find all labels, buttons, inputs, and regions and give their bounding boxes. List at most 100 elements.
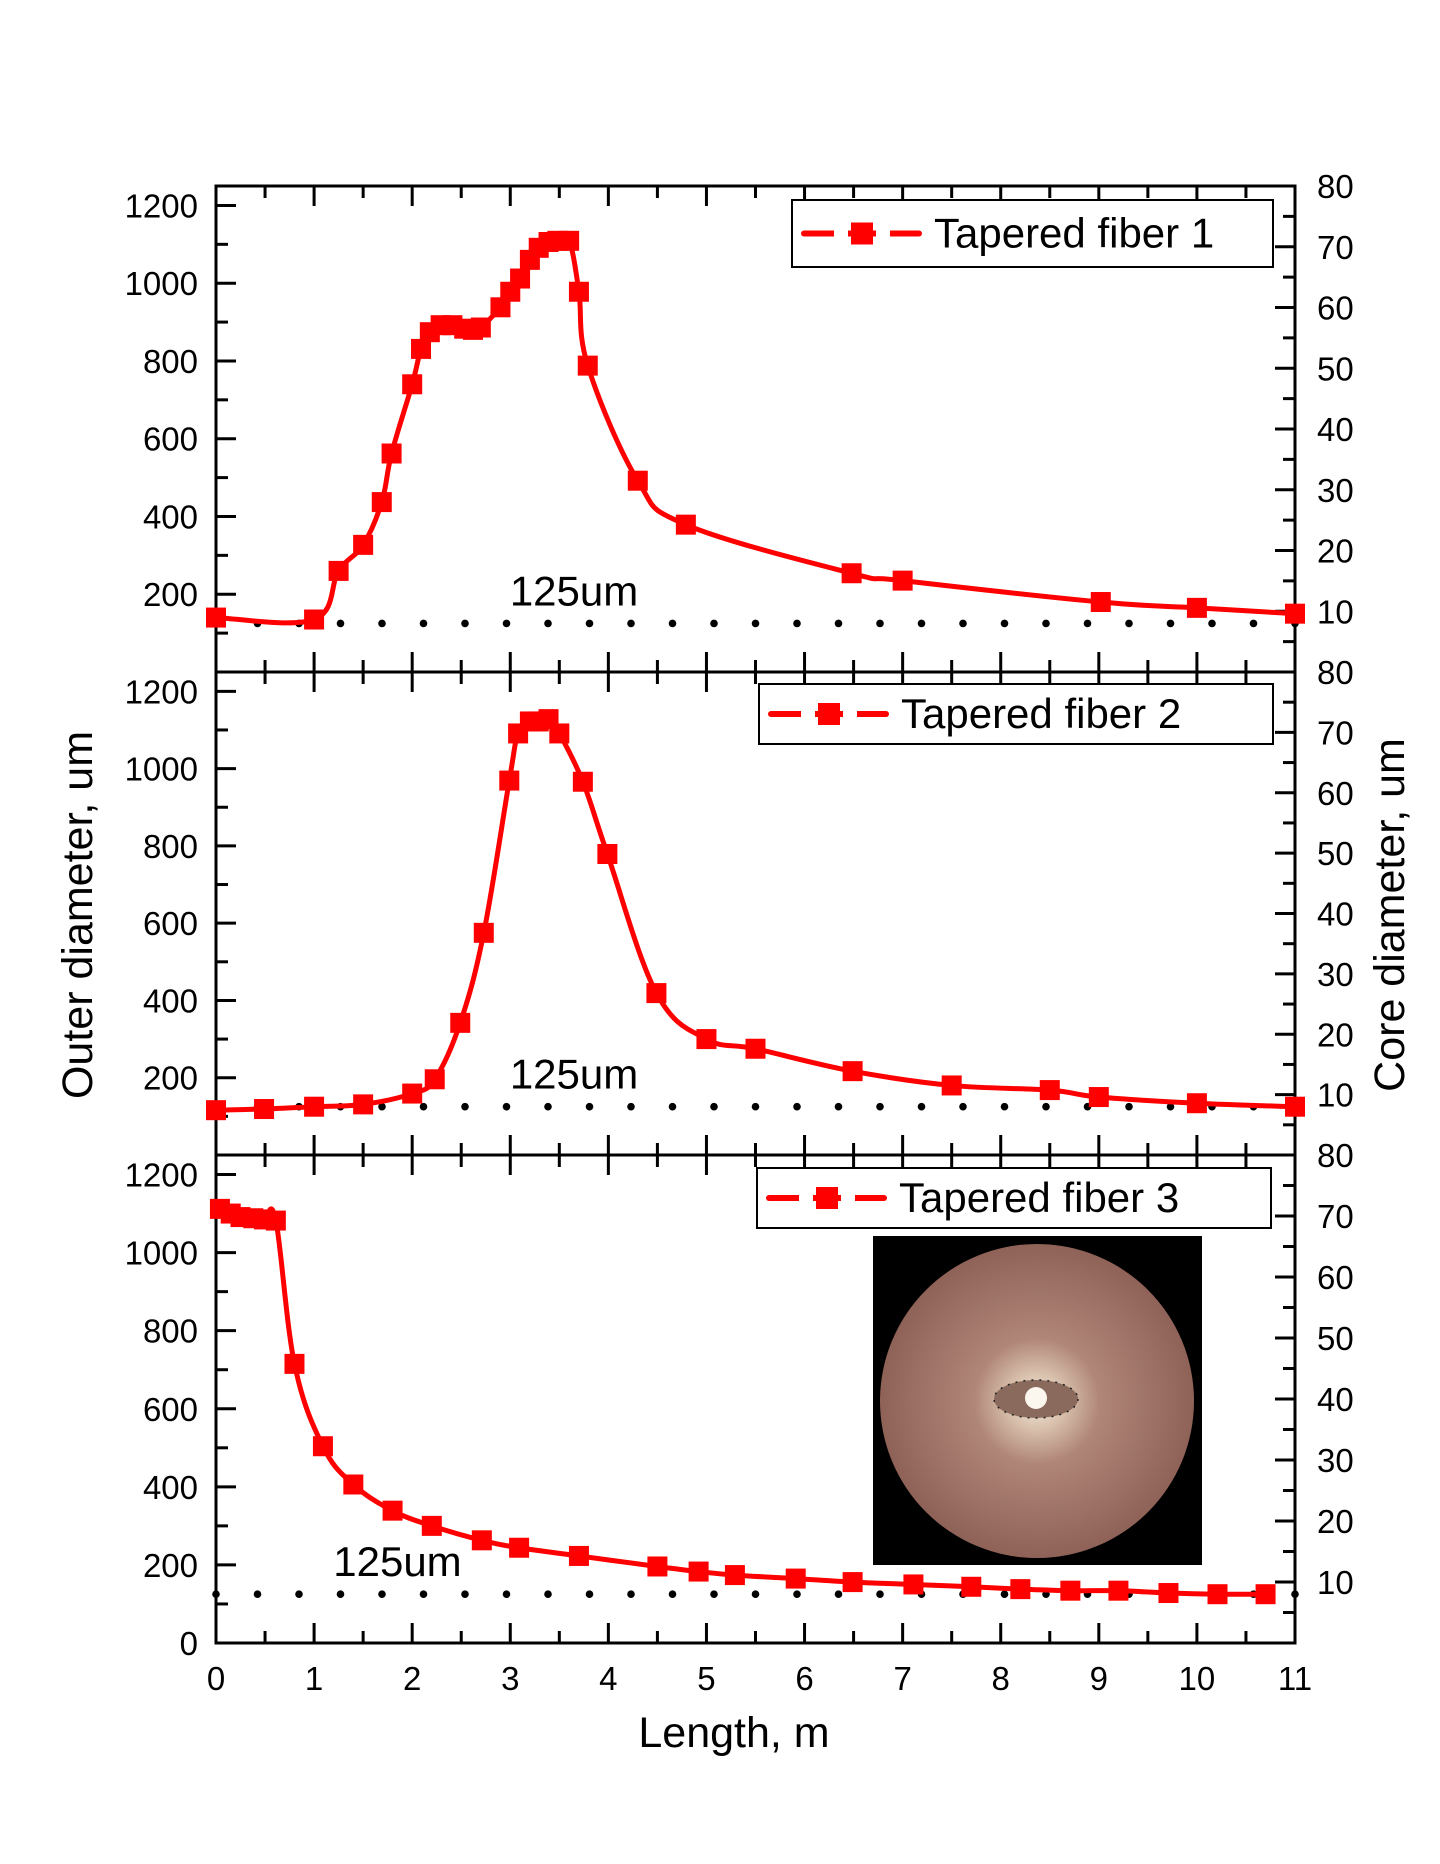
- y-tick-label: 600: [143, 421, 198, 458]
- y-tick-label: 1200: [125, 673, 198, 710]
- reference-dot: [1125, 619, 1133, 628]
- y2-tick-label: 40: [1317, 411, 1354, 448]
- y2-tick-label: 20: [1317, 533, 1354, 570]
- reference-dot: [668, 1102, 677, 1111]
- data-point: [842, 1061, 863, 1082]
- data-point: [1010, 1579, 1031, 1600]
- data-point: [627, 470, 648, 491]
- data-point: [470, 317, 491, 338]
- y2-tick-label: 60: [1317, 1259, 1354, 1296]
- legend-marker-icon: [851, 222, 873, 245]
- data-point: [304, 1096, 325, 1117]
- x-tick-label: 9: [1090, 1660, 1108, 1697]
- x-tick-label: 11: [1278, 1660, 1312, 1697]
- y-tick-label: 1000: [125, 265, 198, 302]
- data-point: [961, 1576, 982, 1597]
- data-point: [1158, 1583, 1179, 1604]
- reference-dot: [419, 1102, 428, 1111]
- reference-dot: [544, 1102, 552, 1111]
- y2-tick-label: 10: [1317, 1077, 1354, 1114]
- y2-tick-label: 60: [1317, 290, 1354, 327]
- legend-label: Tapered fiber 1: [934, 210, 1214, 257]
- y2-tick-label: 50: [1317, 835, 1354, 872]
- data-point: [424, 1069, 445, 1090]
- data-point: [304, 609, 325, 630]
- reference-dot: [419, 619, 428, 628]
- fiber-core-spot: [1025, 1387, 1047, 1409]
- data-point: [328, 560, 349, 581]
- panel-1: 200 400 600 800 1000 1200 10 20 30 40 50 60 70 80 125u…: [125, 168, 1354, 674]
- x-tick-label: 8: [992, 1660, 1010, 1697]
- data-point: [284, 1353, 305, 1374]
- reference-dot: [461, 1590, 469, 1598]
- panel-2: 200 400 600 800 1000 1200 10 20 30 40 50 60 70 80 125u…: [125, 654, 1354, 1157]
- reference-dot: [295, 1590, 303, 1598]
- legend-label: Tapered fiber 3: [899, 1174, 1179, 1221]
- y2-tick-label: 20: [1317, 1503, 1354, 1540]
- y2-tick-label: 70: [1317, 714, 1354, 751]
- data-point: [549, 723, 570, 744]
- y2-tick-label: 80: [1317, 1137, 1354, 1174]
- data-point: [353, 1094, 374, 1115]
- reference-dot: [710, 1590, 718, 1598]
- y-tick-label: 1000: [125, 751, 198, 788]
- reference-dot: [668, 1590, 677, 1598]
- data-point: [724, 1565, 745, 1586]
- reference-dot: [419, 1590, 428, 1598]
- reference-label: 125um: [333, 1538, 461, 1585]
- reference-dot: [710, 619, 718, 628]
- x-tick-label: 0: [207, 1660, 225, 1697]
- y2-tick-label: 80: [1317, 168, 1354, 205]
- y-tick-label: 200: [143, 1547, 198, 1584]
- y2-tick-label: 40: [1317, 896, 1354, 933]
- y2-tick-label: 70: [1317, 1198, 1354, 1235]
- y-tick-label: 600: [143, 905, 198, 942]
- data-point: [688, 1561, 709, 1582]
- reference-dot: [253, 1590, 262, 1598]
- x-tick-label: 2: [403, 1660, 421, 1697]
- reference-dot: [793, 1590, 801, 1598]
- x-tick-label: 3: [501, 1660, 519, 1697]
- y2-tick-label: 10: [1317, 1564, 1354, 1601]
- reference-dot: [378, 1102, 386, 1111]
- reference-dot: [710, 1102, 718, 1111]
- series-line: [215, 234, 1296, 626]
- reference-dot: [627, 1590, 635, 1598]
- reference-dot: [461, 619, 469, 628]
- reference-dot: [1291, 1590, 1299, 1598]
- y-tick-label: 400: [143, 498, 198, 535]
- reference-dot: [668, 619, 677, 628]
- x-tick-label: 7: [893, 1660, 911, 1697]
- data-point: [892, 570, 913, 591]
- y2-tick-label: 50: [1317, 1320, 1354, 1357]
- reference-label: 125um: [510, 1051, 638, 1098]
- data-point: [371, 492, 392, 513]
- reference-dot: [1208, 619, 1216, 628]
- x-axis-label: Length, m: [638, 1709, 829, 1757]
- data-point: [568, 281, 589, 302]
- y-tick-label: 800: [143, 828, 198, 865]
- reference-label: 125um: [510, 567, 638, 614]
- data-point: [1060, 1580, 1081, 1601]
- data-point: [745, 1038, 766, 1059]
- reference-dot: [1166, 619, 1175, 628]
- reference-dot: [1000, 1590, 1009, 1598]
- data-point: [510, 268, 531, 289]
- x-tick-label: 10: [1179, 1660, 1216, 1697]
- data-point: [490, 297, 511, 318]
- reference-dot: [502, 1102, 511, 1111]
- reference-dot: [585, 1102, 594, 1111]
- data-point: [402, 374, 423, 395]
- data-point: [254, 1099, 275, 1120]
- y-axis-label: Outer diameter, um: [54, 731, 102, 1099]
- reference-dot: [834, 1102, 843, 1111]
- reference-dot: [544, 619, 552, 628]
- y-tick-label: 600: [143, 1391, 198, 1428]
- reference-dot: [1249, 619, 1258, 628]
- reference-dot: [336, 619, 345, 628]
- y-tick-label: 400: [143, 982, 198, 1019]
- reference-dot: [544, 1590, 552, 1598]
- panel-3: 0 200 400 600 800 1000 1200 10 20 30 40 50 60 70 80 125…: [125, 1137, 1354, 1662]
- data-point: [572, 771, 593, 792]
